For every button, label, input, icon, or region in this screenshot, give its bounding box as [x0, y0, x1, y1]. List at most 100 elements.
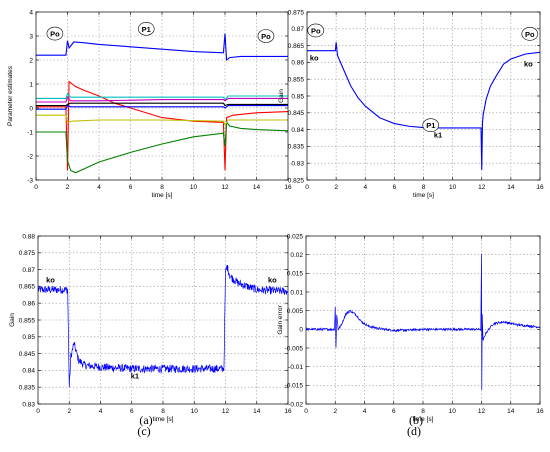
y-tick-label: 0 — [299, 327, 303, 334]
y-tick-label: 0.845 — [19, 351, 36, 358]
y-tick-label: 0 — [29, 105, 33, 112]
x-tick-label: 2 — [334, 184, 338, 191]
series-line-6 — [36, 114, 288, 126]
y-tick-label: -0.02 — [288, 401, 303, 408]
y-axis-label: Gain — [278, 89, 285, 103]
y-tick-label: 1 — [29, 81, 33, 88]
y-tick-label: 0.83 — [291, 161, 304, 168]
y-tick-label: 0.875 — [288, 9, 305, 16]
panel-label-a: (a) — [139, 413, 153, 427]
y-tick-label: 0.86 — [291, 60, 304, 67]
y-tick-label: 0.02 — [290, 252, 303, 259]
chart-b: 0 2 4 6 8 10 12 14 160.8250.830.8350.840.8450.85… — [278, 9, 544, 199]
x-tick-label: 4 — [363, 408, 367, 415]
x-axis-label: time [s] — [413, 192, 434, 199]
annotation-label: ko — [524, 59, 533, 68]
y-tick-label: -0.01 — [288, 364, 303, 371]
annotation-label: ko — [268, 276, 277, 285]
y-tick-label: 0.855 — [19, 317, 36, 324]
x-tick-label: 4 — [97, 184, 101, 191]
series-line-2 — [36, 121, 288, 174]
x-tick-label: 0 — [305, 184, 309, 191]
y-tick-label: 0.87 — [22, 267, 35, 274]
y-axis-label: Parameter estimates — [7, 65, 14, 126]
x-tick-label: 2 — [333, 408, 337, 415]
annotation-label: k1 — [131, 371, 139, 380]
x-tick-label: 14 — [507, 408, 515, 415]
y-tick-label: -3 — [27, 177, 33, 184]
y-tick-label: 0.86 — [22, 301, 35, 308]
x-axis-label: time [s] — [153, 416, 174, 423]
x-tick-label: 4 — [99, 408, 103, 415]
y-tick-label: -2 — [27, 153, 33, 160]
x-tick-label: 8 — [161, 408, 165, 415]
x-tick-label: 10 — [449, 184, 457, 191]
x-axis-label: time [s] — [413, 416, 434, 423]
y-tick-label: 0.88 — [22, 233, 35, 240]
x-tick-label: 12 — [221, 184, 229, 191]
x-tick-label: 6 — [393, 184, 397, 191]
y-tick-label: 0.825 — [288, 177, 305, 184]
series-line-1 — [36, 80, 288, 171]
x-tick-label: 6 — [130, 408, 134, 415]
x-tick-label: 12 — [222, 408, 230, 415]
series-line-0 — [306, 253, 540, 391]
series-line-0 — [307, 42, 540, 170]
x-tick-label: 16 — [536, 408, 544, 415]
annotation-label: ko — [310, 53, 319, 62]
series-line-0 — [38, 264, 288, 388]
y-tick-label: 0.015 — [287, 271, 304, 278]
y-tick-label: 0.005 — [287, 308, 304, 315]
x-tick-label: 8 — [160, 184, 164, 191]
panel-label-b: (b) — [409, 413, 423, 427]
y-tick-label: 0.835 — [288, 144, 305, 151]
x-tick-label: 0 — [304, 408, 308, 415]
x-tick-label: 6 — [129, 184, 133, 191]
x-tick-label: 2 — [67, 408, 71, 415]
x-tick-label: 8 — [422, 184, 426, 191]
x-tick-label: 10 — [449, 408, 457, 415]
y-tick-label: 0.865 — [19, 284, 36, 291]
x-tick-label: 12 — [478, 184, 486, 191]
y-tick-label: 0.85 — [22, 334, 35, 341]
chart-c: 0 2 4 6 8 10 12 14 16 0.83 0.835 0.84 0.845 0.85 0.855… — [9, 233, 292, 423]
y-axis-label: Gain — [9, 313, 16, 327]
annotation-label: Po — [525, 30, 535, 39]
y-tick-label: -1 — [27, 129, 33, 136]
series-line-4 — [36, 96, 288, 103]
y-tick-label: 0.855 — [288, 77, 305, 84]
y-tick-label: 3 — [29, 33, 33, 40]
x-tick-label: 16 — [284, 184, 292, 191]
x-tick-label: 12 — [478, 408, 486, 415]
x-tick-label: 10 — [190, 184, 198, 191]
y-tick-label: 0.85 — [291, 93, 304, 100]
x-tick-label: 10 — [191, 408, 199, 415]
annotation-label: ko — [46, 276, 55, 285]
x-tick-label: 16 — [284, 408, 292, 415]
annotation-label: Po — [261, 32, 271, 41]
annotation-circle — [422, 118, 440, 133]
x-tick-label: 0 — [36, 408, 40, 415]
x-axis-label: time [s] — [152, 192, 173, 199]
series-line-3 — [36, 92, 288, 101]
y-tick-label: 0.875 — [19, 250, 36, 257]
y-tick-label: 2 — [29, 57, 33, 64]
plot-frame — [305, 235, 541, 405]
annotation-circle — [46, 26, 64, 41]
plot-frame — [306, 11, 541, 181]
y-tick-label: 4 — [29, 9, 33, 16]
y-tick-label: 0.84 — [291, 127, 304, 134]
annotation-circle — [521, 27, 539, 41]
x-tick-label: 16 — [536, 184, 544, 191]
annotation-label: k1 — [434, 131, 442, 140]
annotation-label: P1 — [142, 25, 151, 34]
annotation-circle — [137, 21, 155, 36]
y-tick-label: 0.87 — [291, 26, 304, 33]
series-line-0 — [36, 33, 288, 62]
y-tick-label: -0.005 — [285, 345, 304, 352]
y-tick-label: 0.01 — [290, 289, 303, 296]
x-tick-label: 4 — [363, 184, 367, 191]
y-tick-label: 0.845 — [288, 110, 305, 117]
